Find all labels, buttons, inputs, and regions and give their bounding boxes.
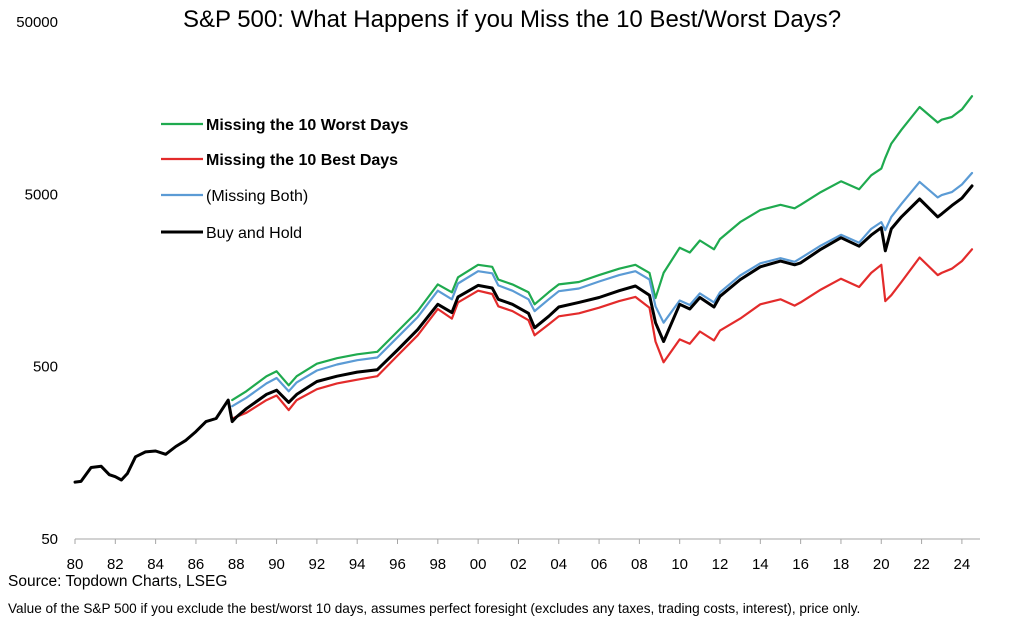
source-note: Source: Topdown Charts, LSEG <box>8 573 228 590</box>
y-tick-label: 50000 <box>16 14 58 31</box>
x-tick-label: 96 <box>389 556 406 573</box>
legend-label: Missing the 10 Best Days <box>206 152 398 169</box>
x-tick-label: 82 <box>107 556 124 573</box>
footnote: Value of the S&P 500 if you exclude the … <box>8 601 861 616</box>
x-axis-tick-labels: 80 82 84 86 88 90 92 94 96 98 00 02 04 06 08 10 12 14 16 18… <box>67 556 971 573</box>
x-tick-label: 92 <box>309 556 326 573</box>
x-tick-label: 94 <box>349 556 366 573</box>
series-line <box>231 95 974 402</box>
series-lines <box>73 95 974 484</box>
series-line <box>231 248 974 420</box>
legend: Missing the 10 Worst Days Missing the 10 … <box>161 117 409 242</box>
legend-label: Missing the 10 Worst Days <box>206 117 409 134</box>
x-tick-label: 16 <box>792 556 809 573</box>
y-tick-label: 50 <box>41 531 58 548</box>
x-tick-label: 00 <box>470 556 487 573</box>
x-tick-label: 10 <box>671 556 688 573</box>
x-tick-label: 20 <box>873 556 890 573</box>
x-tick-label: 12 <box>712 556 729 573</box>
x-tick-label: 22 <box>913 556 930 573</box>
x-tick-label: 84 <box>147 556 164 573</box>
chart-title: S&P 500: What Happens if you Miss the 10… <box>182 6 842 33</box>
x-tick-label: 88 <box>228 556 245 573</box>
series-line <box>231 171 974 408</box>
x-tick-label: 08 <box>631 556 648 573</box>
series-line <box>73 184 974 484</box>
x-tick-label: 24 <box>954 556 971 573</box>
x-tick-label: 04 <box>550 556 567 573</box>
x-tick-label: 14 <box>752 556 769 573</box>
y-axis-tick-labels: 50 500 5000 50000 <box>16 14 58 548</box>
legend-label: Buy and Hold <box>206 225 302 242</box>
x-tick-label: 06 <box>591 556 608 573</box>
x-tick-label: 18 <box>833 556 850 573</box>
x-tick-label: 02 <box>510 556 527 573</box>
y-tick-label: 500 <box>33 359 58 376</box>
x-tick-label: 90 <box>268 556 285 573</box>
x-tick-label: 98 <box>429 556 446 573</box>
legend-label: (Missing Both) <box>206 188 308 205</box>
y-tick-label: 5000 <box>25 186 58 203</box>
x-tick-label: 80 <box>67 556 84 573</box>
x-axis-ticks <box>74 539 963 544</box>
x-tick-label: 86 <box>188 556 205 573</box>
